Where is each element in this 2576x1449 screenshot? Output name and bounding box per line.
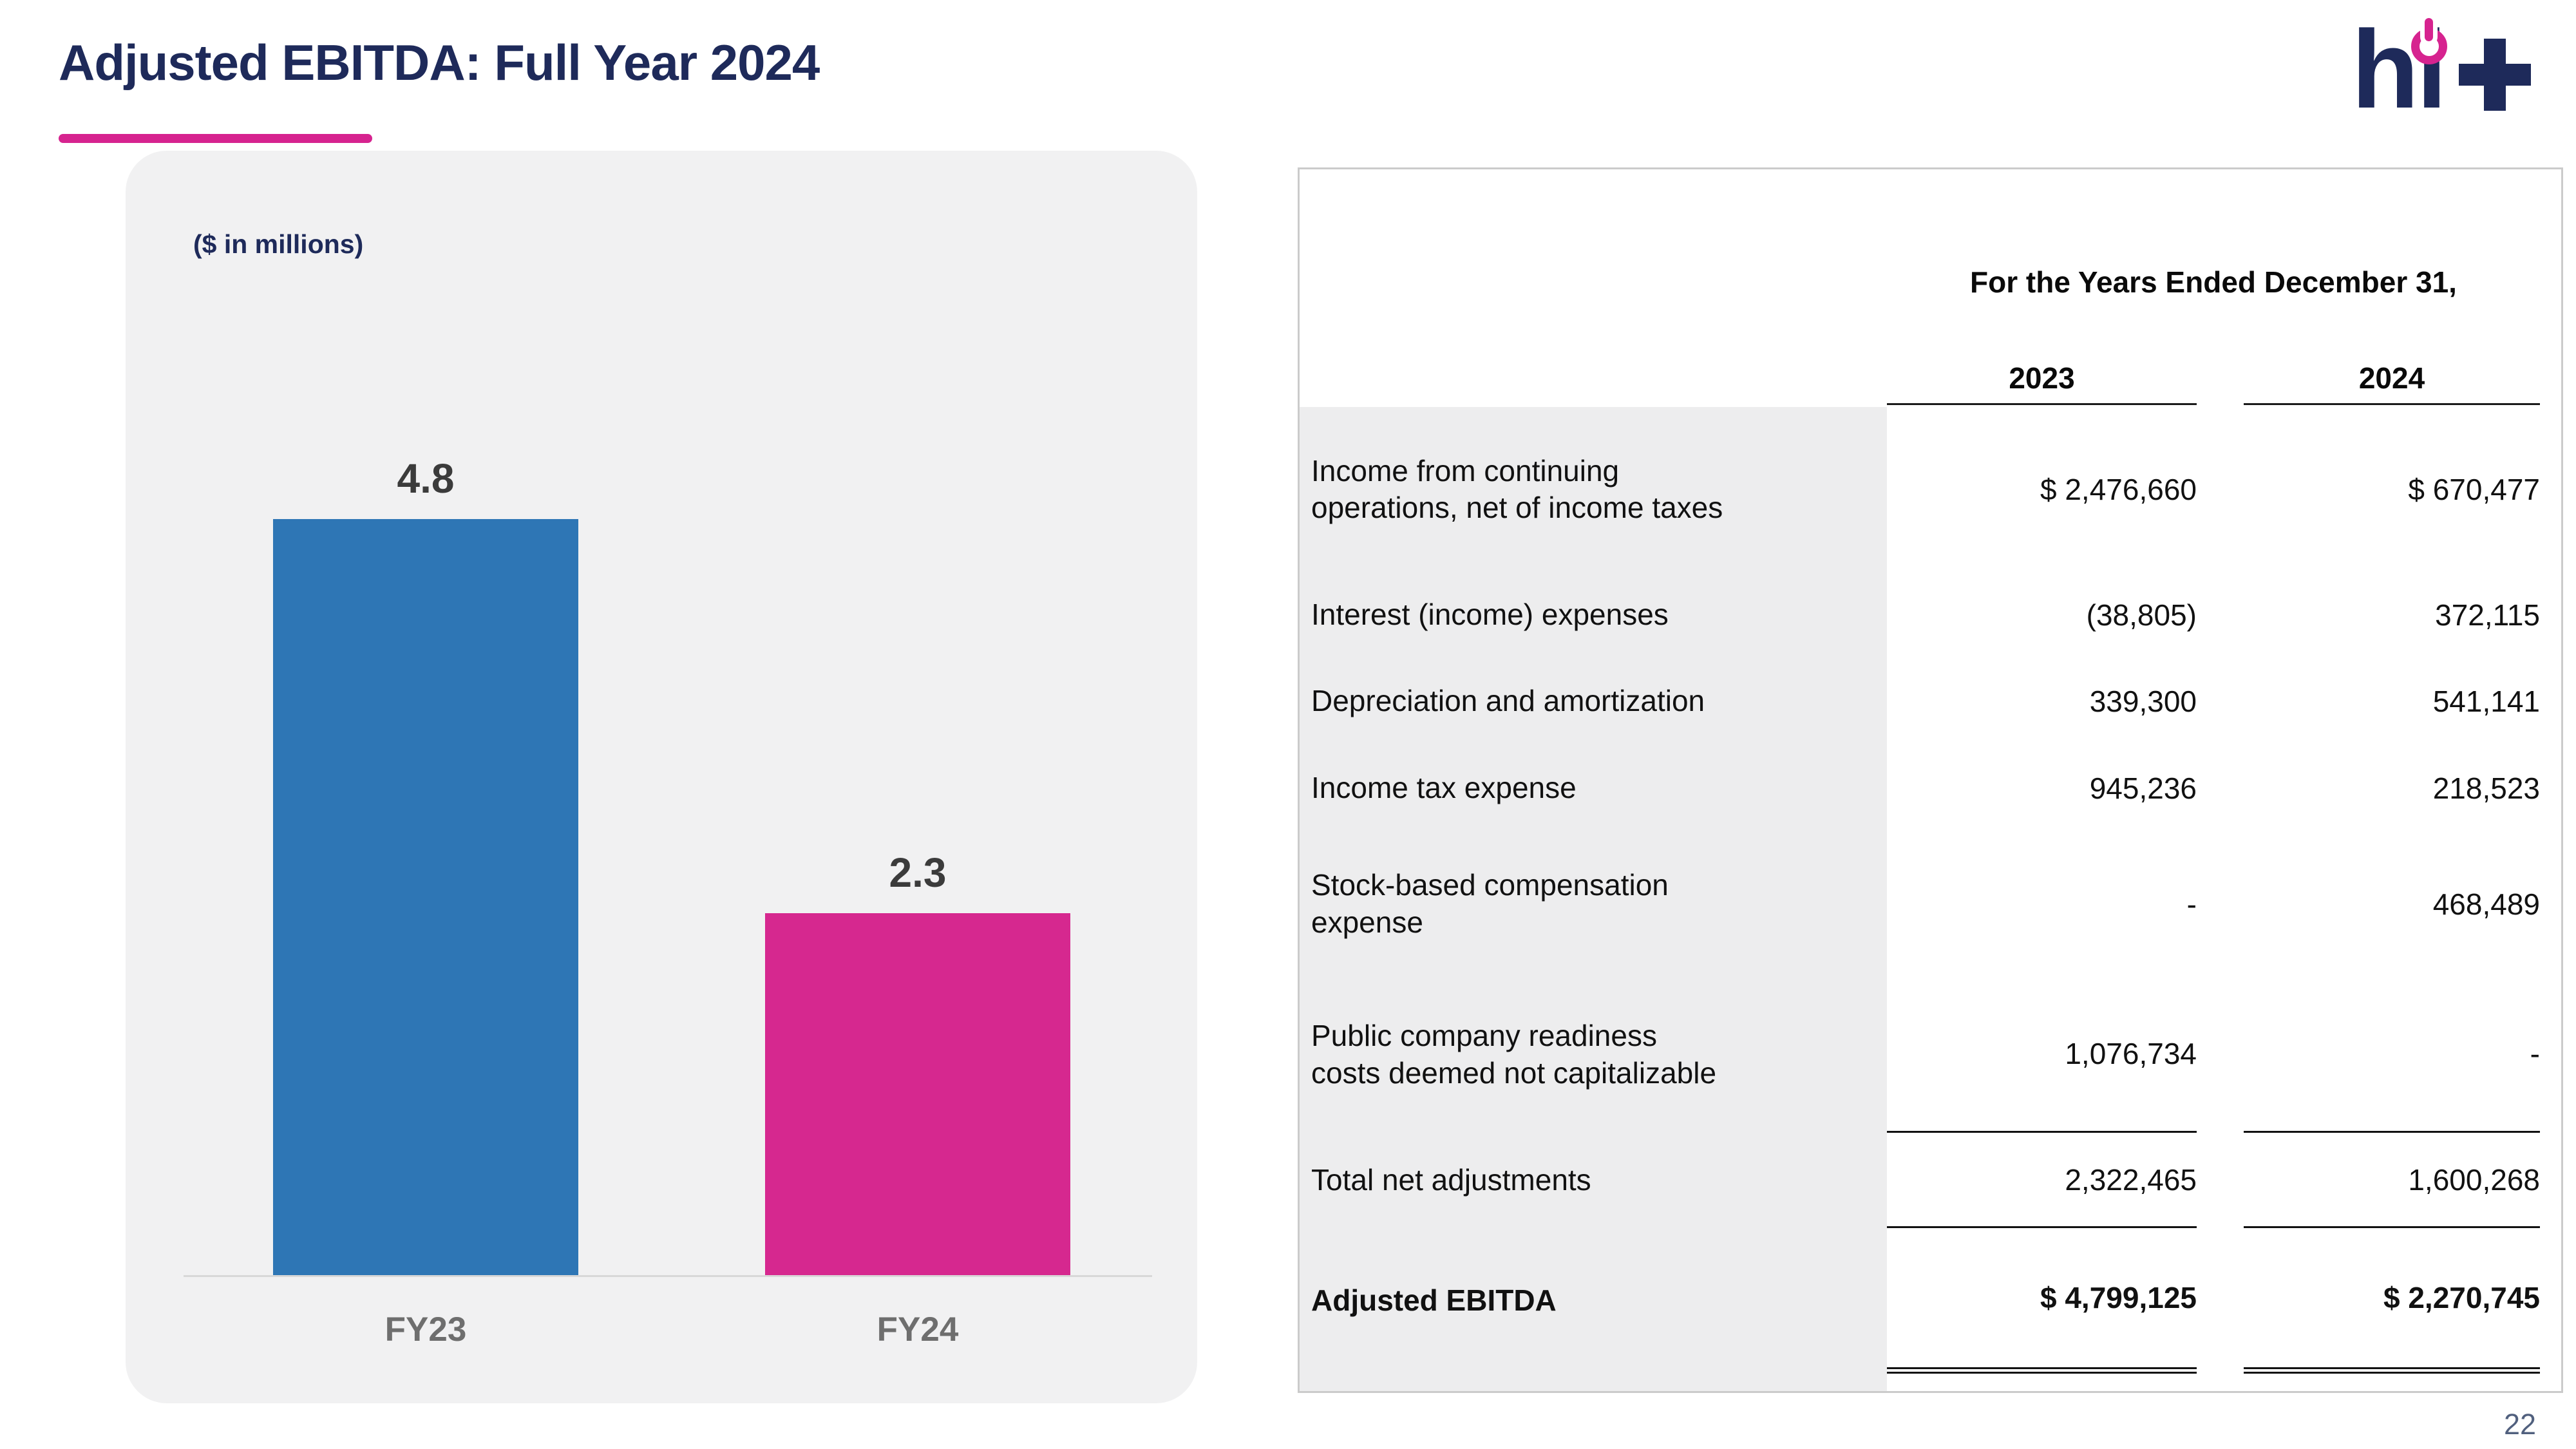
value-2024: 468,489 xyxy=(2432,887,2540,921)
table-body: Income from continuing operations, net o… xyxy=(1300,407,2561,1391)
title-accent-underline xyxy=(59,134,372,143)
ebitda-bar-chart-panel: ($ in millions) 4.8 2.3 FY23 FY24 xyxy=(126,151,1197,1403)
plus-icon xyxy=(2459,39,2531,111)
value-2024: - xyxy=(2244,976,2540,1133)
value-2023: $ 4,799,125 xyxy=(1887,1228,2197,1374)
column-header-2024: 2024 xyxy=(2244,350,2540,405)
value-2024: 1,600,268 xyxy=(2244,1133,2540,1228)
value-2024: 372,115 xyxy=(2435,598,2540,632)
logo-wordmark: hi xyxy=(2351,14,2447,125)
label-column-background xyxy=(1300,407,1887,1391)
table-header-span: For the Years Ended December 31, xyxy=(1970,265,2457,299)
row-label: Adjusted EBITDA xyxy=(1311,1283,1557,1318)
value-2024: $ 2,270,745 xyxy=(2244,1228,2540,1374)
value-2023: 2,322,465 xyxy=(1887,1133,2197,1228)
value-2023: $ 2,476,660 xyxy=(2040,473,2197,506)
row-label: Public company readiness costs deemed no… xyxy=(1311,1019,1717,1090)
column-header-2023: 2023 xyxy=(1887,350,2197,405)
company-logo: hi xyxy=(2351,14,2531,125)
row-label: Income from continuing operations, net o… xyxy=(1311,453,1723,525)
x-axis-label-fy24: FY24 xyxy=(876,1311,959,1349)
value-2023: (38,805) xyxy=(2086,598,2197,632)
row-label: Interest (income) expenses xyxy=(1311,597,1669,631)
value-2023: 1,076,734 xyxy=(1887,976,2197,1133)
row-label: Income tax expense xyxy=(1311,770,1577,804)
bar-fy24 xyxy=(765,913,1070,1276)
bar-value-fy23: 4.8 xyxy=(397,455,455,502)
value-2023: 945,236 xyxy=(2089,771,2197,805)
row-label: Stock-based compensation expense xyxy=(1311,868,1669,939)
value-2023: 339,300 xyxy=(2089,684,2197,718)
row-label: Depreciation and amortization xyxy=(1311,683,1705,717)
x-axis-label-fy23: FY23 xyxy=(384,1311,467,1349)
value-2024: 218,523 xyxy=(2432,771,2540,805)
adjusted-ebitda-table: For the Years Ended December 31, 2023 20… xyxy=(1298,167,2563,1393)
value-2024: 541,141 xyxy=(2432,684,2540,718)
value-2023: - xyxy=(2186,887,2197,921)
chart-units-label: ($ in millions) xyxy=(193,229,364,259)
bar-group-fy23: 4.8 xyxy=(273,455,578,1276)
row-label: Total net adjustments xyxy=(1311,1163,1591,1197)
x-axis-line xyxy=(184,1275,1152,1277)
bar-group-fy24: 2.3 xyxy=(765,849,1070,1276)
page-number: 22 xyxy=(2503,1408,2536,1441)
bar-fy23 xyxy=(273,519,578,1276)
power-icon-tick xyxy=(2425,18,2433,41)
page-title: Adjusted EBITDA: Full Year 2024 xyxy=(59,34,820,91)
value-2024: $ 670,477 xyxy=(2408,473,2540,506)
bar-value-fy24: 2.3 xyxy=(889,849,947,896)
